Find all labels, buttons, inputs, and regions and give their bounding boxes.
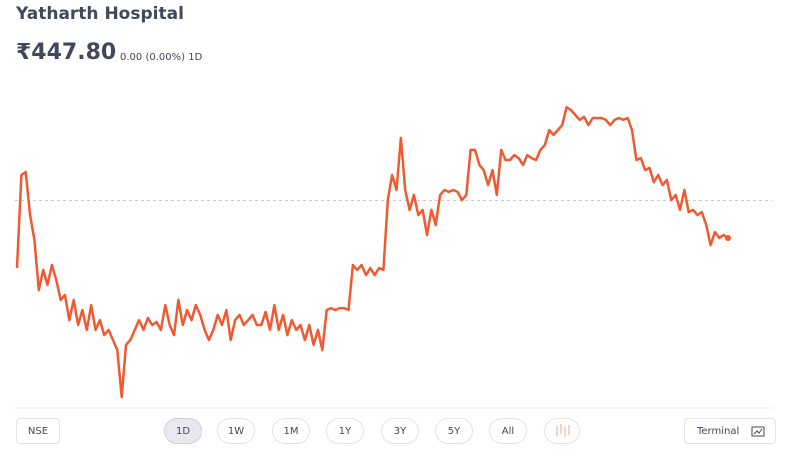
range-button[interactable]: 1W (217, 418, 255, 444)
exchange-button[interactable]: NSE (16, 418, 60, 444)
change-value: 0.00 (0.00%) (120, 52, 186, 63)
change: 0.00 (0.00%) 1D (120, 52, 202, 63)
range-button[interactable]: 1M (272, 418, 310, 444)
range-button[interactable]: 1D (164, 418, 202, 444)
stock-title: Yatharth Hospital (16, 4, 184, 24)
chart-type-button[interactable] (544, 418, 580, 444)
price: ₹447.80 (16, 40, 117, 65)
price-line (15, 105, 729, 399)
candle-icon (556, 424, 570, 437)
terminal-label: Terminal (697, 426, 740, 437)
last-point (725, 235, 731, 241)
range-button[interactable]: 1Y (326, 418, 364, 444)
range-button[interactable]: All (489, 418, 527, 444)
terminal-button[interactable]: Terminal (684, 418, 776, 444)
terminal-icon (751, 426, 765, 437)
period: 1D (188, 52, 203, 63)
range-button[interactable]: 5Y (435, 418, 473, 444)
range-button[interactable]: 3Y (381, 418, 419, 444)
